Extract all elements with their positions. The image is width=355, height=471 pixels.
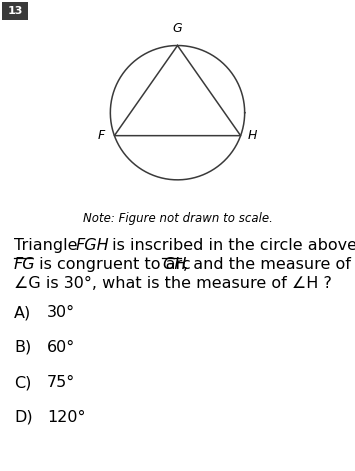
- Text: H: H: [247, 129, 257, 142]
- Text: D): D): [14, 410, 33, 425]
- Text: 30°: 30°: [47, 305, 75, 320]
- Text: is inscribed in the circle above. If arc: is inscribed in the circle above. If arc: [107, 238, 355, 253]
- FancyBboxPatch shape: [2, 2, 28, 20]
- Text: A): A): [14, 305, 31, 320]
- Text: Note: Figure not drawn to scale.: Note: Figure not drawn to scale.: [83, 212, 272, 225]
- Text: G: G: [173, 23, 182, 35]
- Text: F: F: [98, 129, 105, 142]
- Text: B): B): [14, 340, 31, 355]
- Text: ∠G is 30°, what is the measure of ∠H ?: ∠G is 30°, what is the measure of ∠H ?: [14, 276, 332, 291]
- Text: Triangle: Triangle: [14, 238, 83, 253]
- Text: is congruent to arc: is congruent to arc: [34, 257, 201, 272]
- Text: 75°: 75°: [47, 375, 75, 390]
- Text: FG: FG: [14, 257, 36, 272]
- Text: C): C): [14, 375, 31, 390]
- Text: 13: 13: [7, 6, 23, 16]
- Text: 120°: 120°: [47, 410, 86, 425]
- Text: , and the measure of: , and the measure of: [183, 257, 351, 272]
- Text: FGH: FGH: [76, 238, 110, 253]
- Text: 60°: 60°: [47, 340, 75, 355]
- Text: GH: GH: [162, 257, 186, 272]
